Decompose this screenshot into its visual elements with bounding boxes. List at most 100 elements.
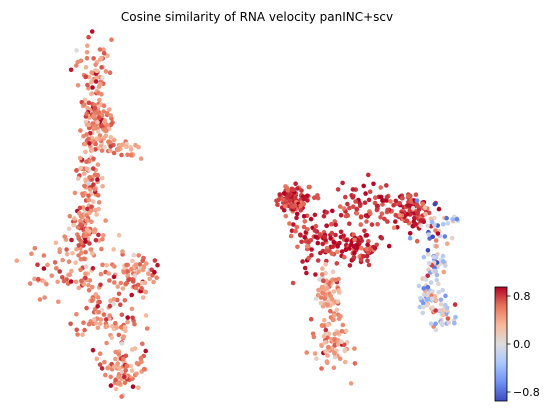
scatter-point-cluster-0-112 [97, 299, 102, 305]
scatter-point-cluster-2-306 [137, 262, 142, 267]
scatter-point-cluster-2-633 [96, 310, 101, 315]
scatter-point-cluster-3-765 [391, 203, 396, 208]
scatter-point-cluster-5-1373 [438, 302, 444, 307]
scatter-point-cluster-2-519 [113, 377, 118, 383]
scatter-point-cluster-2-604 [78, 166, 83, 171]
scatter-point-cluster-3-918 [301, 214, 307, 219]
scatter-point-cluster-2-204 [101, 109, 106, 114]
scatter-point-cluster-5-1401 [453, 314, 458, 320]
scatter-point-cluster-3-758 [366, 197, 372, 203]
scatter-point-cluster-2-287 [121, 334, 127, 339]
scatter-point-cluster-3-693 [302, 265, 308, 271]
scatter-point-cluster-2-542 [103, 69, 109, 74]
scatter-point-cluster-2-420 [66, 226, 72, 231]
scatter-point-cluster-2-461 [112, 264, 117, 269]
scatter-point-cluster-2-240 [121, 356, 126, 362]
scatter-point-cluster-3-967 [375, 221, 380, 227]
scatter-point-cluster-3-870 [384, 183, 389, 188]
scatter-point-cluster-2-516 [95, 129, 101, 134]
scatter-point-cluster-2-362 [83, 264, 89, 269]
scatter-point-cluster-4-1247 [325, 302, 330, 308]
scatter-point-cluster-0-47 [97, 97, 102, 103]
scatter-point-cluster-2-165 [143, 313, 149, 318]
scatter-point-cluster-2-602 [129, 266, 134, 272]
scatter-point-cluster-5-1369 [414, 198, 420, 203]
scatter-point-cluster-0-102 [91, 156, 96, 162]
scatter-point-cluster-4-1232 [321, 278, 326, 284]
scatter-point-cluster-4-1239 [328, 293, 333, 299]
scatter-point-cluster-2-342 [86, 125, 92, 131]
scatter-point-cluster-2-316 [95, 325, 101, 331]
scatter-point-cluster-2-611 [152, 269, 157, 275]
scatter-point-cluster-3-789 [384, 198, 389, 203]
scatter-point-cluster-3-1029 [306, 240, 311, 245]
scatter-point-cluster-2-368 [125, 319, 130, 325]
scatter-point-cluster-3-908 [378, 185, 384, 190]
scatter-point-cluster-2-274 [107, 278, 112, 283]
scatter-point-cluster-5-1381 [444, 305, 450, 311]
scatter-point-cluster-2-211 [75, 59, 81, 65]
scatter-point-cluster-2-267 [130, 384, 136, 390]
scatter-point-cluster-5-1251 [435, 223, 441, 228]
scatter-point-cluster-5-1333 [416, 283, 422, 289]
scatter-point-cluster-2-207 [144, 326, 150, 331]
scatter-point-cluster-2-333 [130, 315, 135, 321]
scatter-point-cluster-5-1371 [429, 296, 435, 302]
scatter-point-cluster-3-799 [369, 222, 375, 227]
scatter-point-cluster-2-364 [111, 301, 116, 307]
scatter-point-cluster-2-469 [100, 175, 105, 181]
scatter-point-cluster-4-1216 [335, 330, 341, 336]
colorbar-tick-label: 0.0 [513, 338, 531, 351]
scatter-point-cluster-4-1176 [337, 356, 343, 362]
scatter-point-cluster-2-627 [95, 120, 100, 125]
scatter-point-cluster-2-547 [110, 324, 115, 329]
scatter-point-cluster-2-493 [143, 348, 148, 354]
scatter-point-cluster-3-864 [315, 195, 321, 201]
scatter-point-cluster-2-589 [106, 271, 112, 276]
scatter-point-cluster-2-361 [85, 105, 90, 111]
scatter-point-cluster-3-909 [362, 228, 367, 234]
scatter-point-cluster-2-614 [87, 187, 93, 192]
scatter-point-cluster-4-1217 [332, 350, 337, 356]
scatter-point-cluster-3-829 [275, 202, 280, 207]
scatter-point-cluster-2-489 [95, 193, 101, 198]
scatter-point-cluster-2-295 [90, 85, 95, 90]
scatter-point-cluster-3-940 [313, 272, 318, 277]
scatter-point-cluster-2-669 [84, 111, 90, 116]
scatter-point-cluster-2-599 [130, 347, 135, 352]
scatter-point-cluster-3-1065 [350, 187, 356, 192]
scatter-point-cluster-2-563 [93, 79, 99, 84]
scatter-point-cluster-5-1255 [410, 205, 416, 211]
scatter-point-cluster-1-131 [107, 148, 113, 153]
scatter-point-cluster-3-907 [414, 202, 420, 208]
scatter-point-cluster-2-569 [49, 273, 55, 279]
scatter-point-cluster-3-1034 [364, 246, 369, 252]
scatter-point-cluster-2-494 [64, 247, 69, 252]
scatter-point-cluster-5-1359 [433, 308, 438, 313]
scatter-point-cluster-2-640 [144, 261, 149, 266]
scatter-point-cluster-2-288 [68, 67, 74, 73]
scatter-point-cluster-2-282 [119, 312, 125, 318]
scatter-point-cluster-2-445 [138, 355, 144, 361]
scatter-point-cluster-2-641 [74, 168, 79, 173]
scatter-point-cluster-3-826 [343, 247, 349, 252]
scatter-point-cluster-5-1346 [436, 206, 442, 212]
scatter-point-cluster-3-702 [337, 204, 343, 209]
scatter-point-cluster-3-1106 [378, 194, 384, 200]
scatter-point-cluster-2-530 [88, 247, 94, 252]
scatter-point-cluster-2-482 [136, 385, 141, 391]
scatter-point-cluster-4-1164 [330, 269, 336, 275]
scatter-point-cluster-1-134 [136, 144, 141, 150]
scatter-point-cluster-4-1177 [319, 284, 325, 290]
scatter-point-cluster-2-623 [76, 235, 81, 240]
scatter-point-cluster-4-1142 [335, 299, 341, 304]
scatter-point-cluster-3-780 [365, 258, 370, 264]
scatter-point-cluster-1-144 [128, 152, 134, 158]
scatter-point-cluster-3-928 [413, 192, 419, 197]
scatter-point-cluster-3-1053 [385, 219, 390, 224]
scatter-point-cluster-1-139 [111, 150, 117, 156]
scatter-point-cluster-2-260 [27, 281, 33, 286]
scatter-point-cluster-0-17 [83, 249, 88, 255]
scatter-point-cluster-2-654 [133, 262, 139, 267]
scatter-point-cluster-3-1078 [391, 225, 397, 231]
